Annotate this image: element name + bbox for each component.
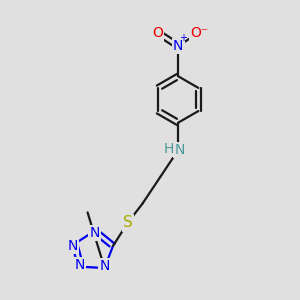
Text: N: N <box>173 39 183 53</box>
Text: N: N <box>99 259 110 273</box>
Text: +: + <box>179 33 187 43</box>
Text: H: H <box>164 142 174 155</box>
Text: N: N <box>74 258 85 272</box>
Text: N: N <box>89 226 100 240</box>
Text: N: N <box>68 238 78 253</box>
Text: O⁻: O⁻ <box>190 26 208 40</box>
Text: O: O <box>152 26 163 40</box>
Text: S: S <box>123 215 133 230</box>
Text: N: N <box>175 143 185 157</box>
